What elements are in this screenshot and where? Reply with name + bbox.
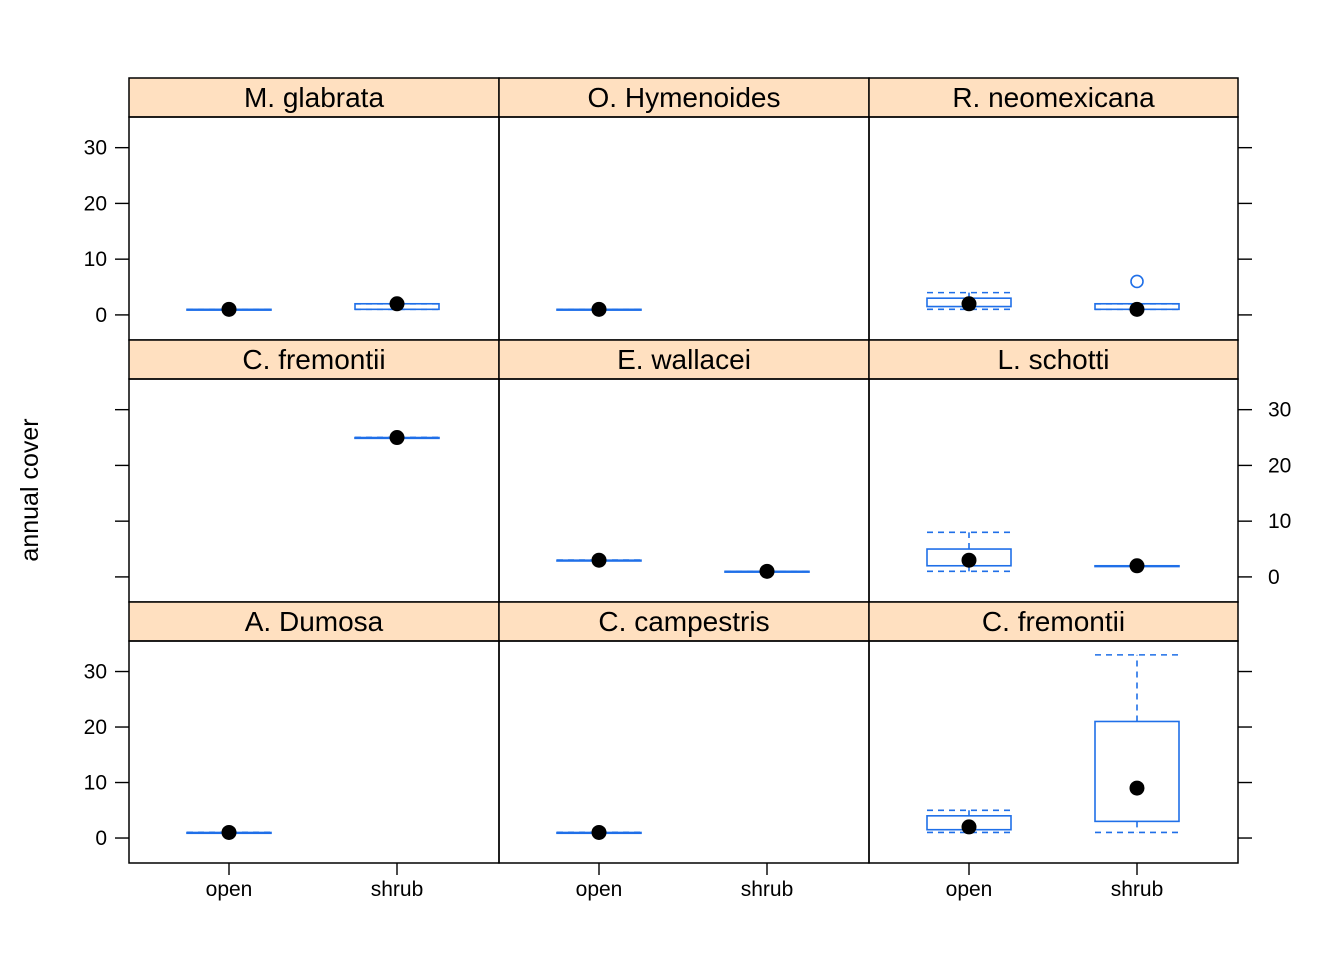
- box-shrub: [354, 296, 440, 312]
- panel-title: C. campestris: [598, 606, 769, 637]
- panel-title: L. schotti: [997, 344, 1109, 375]
- panel: C. fremontii: [128, 339, 500, 603]
- panel-frame: [868, 378, 1239, 603]
- median-dot: [961, 552, 977, 568]
- panel-frame: [868, 116, 1239, 341]
- median-dot: [221, 824, 237, 840]
- panel-title: E. wallacei: [617, 344, 751, 375]
- y-tick-label: 20: [1268, 454, 1291, 477]
- y-tick-label: 10: [84, 248, 107, 271]
- y-tick-label: 30: [1268, 399, 1291, 422]
- panel-title: R. neomexicana: [952, 82, 1155, 113]
- box-open: [556, 824, 642, 840]
- iqr-box: [1094, 720, 1180, 823]
- box-open: [556, 552, 642, 568]
- box-open: [186, 301, 272, 317]
- strip-background: [498, 601, 870, 642]
- y-tick-label: 10: [1268, 510, 1291, 533]
- panel: C. fremontii: [868, 601, 1239, 864]
- median-dot: [1129, 558, 1145, 574]
- panel-title: O. Hymenoides: [588, 82, 781, 113]
- y-tick-label: 0: [1268, 566, 1280, 589]
- panel: C. campestris: [498, 601, 870, 864]
- panel: R. neomexicana: [868, 77, 1239, 341]
- median-dot: [1129, 301, 1145, 317]
- y-tick-label: 0: [95, 304, 107, 327]
- panel-title: A. Dumosa: [245, 606, 384, 637]
- strip-background: [868, 77, 1239, 118]
- median-dot: [961, 296, 977, 312]
- outlier-point: [1130, 274, 1144, 289]
- box-open: [186, 824, 272, 840]
- panel: M. glabrata: [128, 77, 500, 341]
- panel-frame: [128, 640, 500, 864]
- panel: L. schotti: [868, 339, 1239, 603]
- y-tick-label: 30: [84, 661, 107, 684]
- panel: E. wallacei: [498, 339, 870, 603]
- panel-title: C. fremontii: [982, 606, 1125, 637]
- median-dot: [591, 824, 607, 840]
- box-shrub: [1094, 654, 1180, 834]
- box-open: [556, 301, 642, 317]
- panel-frame: [128, 378, 500, 603]
- panel-frame: [868, 640, 1239, 864]
- panel-frame: [498, 116, 870, 341]
- box-open: [926, 531, 1012, 573]
- box-open: [926, 291, 1012, 312]
- y-tick-label: 20: [84, 192, 107, 215]
- median-dot: [759, 563, 775, 579]
- strip-background: [128, 601, 500, 642]
- y-tick-label: 20: [84, 716, 107, 739]
- median-dot: [1129, 780, 1145, 796]
- median-dot: [591, 552, 607, 568]
- median-dot: [591, 301, 607, 317]
- box-shrub: [1094, 558, 1180, 574]
- box-open: [926, 809, 1012, 835]
- median-dot: [961, 819, 977, 835]
- y-axis-label: annual cover: [16, 418, 44, 561]
- strip-background: [868, 339, 1239, 380]
- strip-background: [128, 77, 500, 118]
- panel-frame: [498, 378, 870, 603]
- x-category-label: open: [946, 878, 993, 901]
- box-shrub: [1094, 274, 1180, 317]
- panel-frame: [128, 116, 500, 341]
- x-category-label: open: [576, 878, 623, 901]
- panel-title: C. fremontii: [242, 344, 385, 375]
- median-dot: [389, 296, 405, 312]
- median-dot: [221, 301, 237, 317]
- panel-frame: [498, 640, 870, 864]
- box-shrub: [724, 563, 810, 579]
- x-category-label: shrub: [371, 878, 424, 901]
- strip-background: [128, 339, 500, 380]
- panel-title: M. glabrata: [244, 82, 384, 113]
- x-category-label: shrub: [1111, 878, 1164, 901]
- panel: A. Dumosa: [128, 601, 500, 864]
- box-shrub: [354, 430, 440, 446]
- panel: O. Hymenoides: [498, 77, 870, 341]
- y-tick-label: 0: [95, 827, 107, 850]
- x-category-label: shrub: [741, 878, 794, 901]
- median-dot: [389, 430, 405, 446]
- y-tick-label: 10: [84, 772, 107, 795]
- y-tick-label: 30: [84, 137, 107, 160]
- x-category-label: open: [206, 878, 253, 901]
